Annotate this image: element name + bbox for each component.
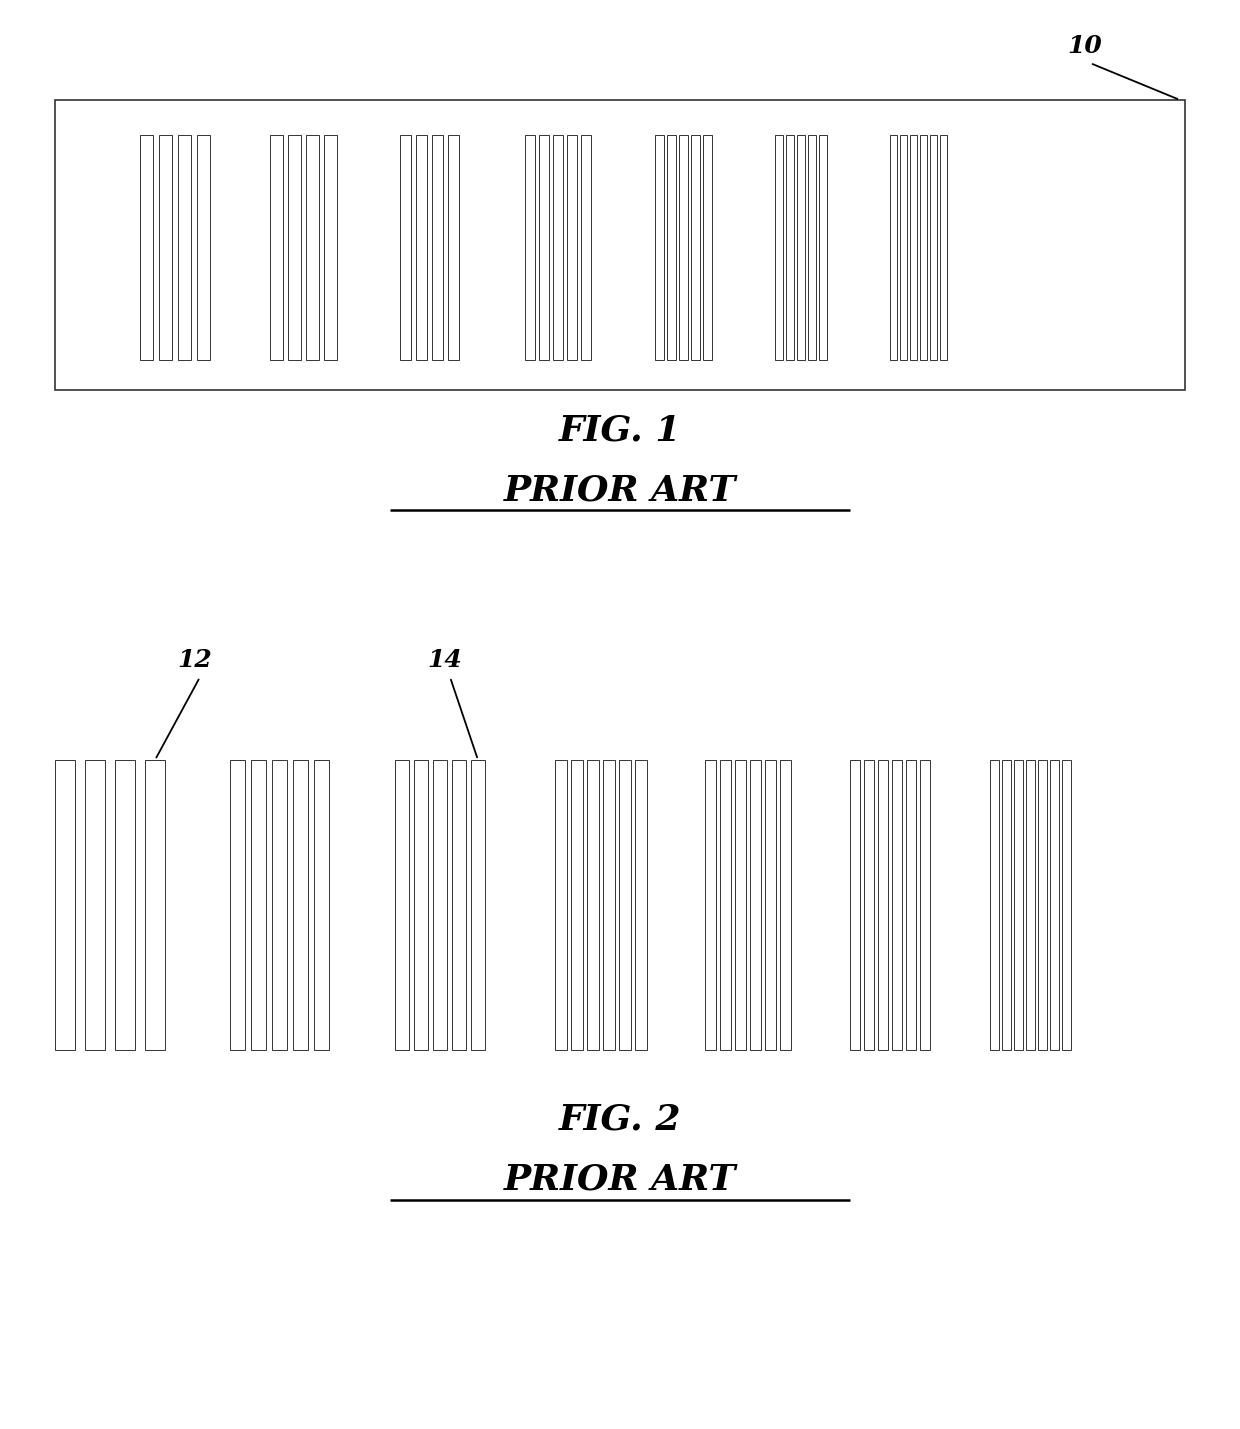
Bar: [567, 134, 577, 360]
Bar: [448, 134, 459, 360]
Bar: [1002, 760, 1011, 1050]
Bar: [432, 134, 443, 360]
Bar: [1014, 760, 1023, 1050]
Bar: [818, 134, 827, 360]
Bar: [775, 134, 782, 360]
Bar: [1025, 760, 1035, 1050]
Bar: [765, 760, 776, 1050]
Text: 14: 14: [428, 647, 463, 672]
Bar: [433, 760, 446, 1050]
Bar: [324, 134, 337, 360]
Bar: [140, 134, 153, 360]
Bar: [635, 760, 647, 1050]
Text: PRIOR ART: PRIOR ART: [503, 1163, 737, 1198]
Bar: [900, 134, 906, 360]
Bar: [159, 134, 172, 360]
Bar: [55, 760, 74, 1050]
Bar: [179, 134, 191, 360]
Bar: [539, 134, 549, 360]
Bar: [864, 760, 874, 1050]
Bar: [1061, 760, 1071, 1050]
Text: FIG. 1: FIG. 1: [559, 413, 681, 447]
Bar: [920, 134, 928, 360]
Bar: [940, 134, 947, 360]
Text: 12: 12: [177, 647, 212, 672]
Text: FIG. 2: FIG. 2: [559, 1103, 681, 1137]
Bar: [878, 760, 888, 1050]
Bar: [471, 760, 485, 1050]
Bar: [797, 134, 805, 360]
Bar: [691, 134, 701, 360]
Text: PRIOR ART: PRIOR ART: [503, 473, 737, 507]
Bar: [272, 760, 286, 1050]
Bar: [401, 134, 410, 360]
Bar: [906, 760, 916, 1050]
Bar: [288, 134, 301, 360]
Bar: [250, 760, 267, 1050]
Bar: [197, 134, 210, 360]
Bar: [786, 134, 794, 360]
Bar: [86, 760, 105, 1050]
Bar: [314, 760, 329, 1050]
Bar: [229, 760, 246, 1050]
Bar: [910, 134, 918, 360]
Bar: [556, 760, 567, 1050]
Bar: [720, 760, 732, 1050]
Bar: [1050, 760, 1059, 1050]
Bar: [808, 134, 816, 360]
Bar: [890, 134, 897, 360]
Bar: [849, 760, 861, 1050]
Bar: [667, 134, 676, 360]
Bar: [525, 134, 534, 360]
Bar: [115, 760, 135, 1050]
Bar: [570, 760, 583, 1050]
Bar: [415, 134, 427, 360]
Bar: [706, 760, 715, 1050]
Bar: [603, 760, 615, 1050]
Bar: [396, 760, 409, 1050]
Bar: [553, 134, 563, 360]
Bar: [930, 134, 937, 360]
Bar: [55, 100, 1185, 390]
Bar: [270, 134, 283, 360]
Bar: [750, 760, 761, 1050]
Bar: [306, 134, 319, 360]
Bar: [892, 760, 901, 1050]
Bar: [990, 760, 999, 1050]
Bar: [145, 760, 165, 1050]
Bar: [414, 760, 428, 1050]
Bar: [582, 134, 591, 360]
Bar: [735, 760, 746, 1050]
Bar: [680, 134, 688, 360]
Bar: [587, 760, 599, 1050]
Bar: [293, 760, 308, 1050]
Text: 10: 10: [1068, 34, 1102, 59]
Bar: [703, 134, 712, 360]
Bar: [453, 760, 466, 1050]
Bar: [655, 134, 663, 360]
Bar: [920, 760, 930, 1050]
Bar: [1038, 760, 1047, 1050]
Bar: [619, 760, 631, 1050]
Bar: [780, 760, 791, 1050]
